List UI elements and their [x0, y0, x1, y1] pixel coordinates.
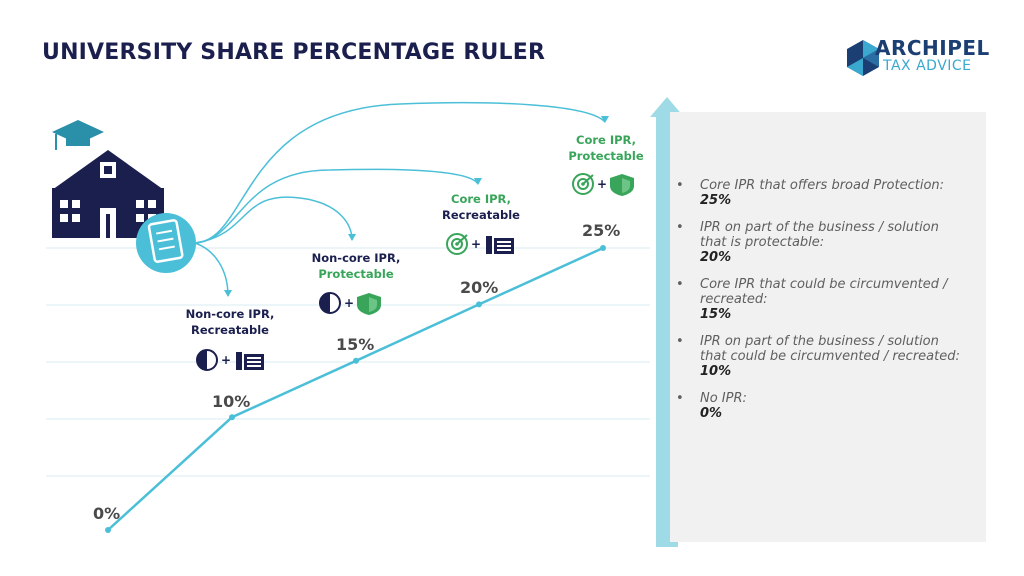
page-title: UNIVERSITY SHARE PERCENTAGE RULER: [42, 40, 546, 65]
curved-arrow-3: [194, 101, 606, 244]
logo-text-secondary: TAX ADVICE: [883, 58, 972, 74]
value-label-20: 20%: [460, 278, 499, 297]
arrow-head-1: [348, 234, 356, 241]
annotation-noncore-protectable: Non-core IPR, Protectable: [311, 251, 401, 281]
arrow-head-3: [601, 116, 609, 123]
curved-arrow-1: [194, 196, 353, 244]
value-label-10: 10%: [212, 392, 251, 411]
graduation-cap-icon: [52, 120, 104, 150]
icon-group-noncore-recreatable: +: [196, 349, 264, 371]
curved-arrow-2: [194, 168, 479, 244]
arrow-head-0: [224, 290, 232, 297]
data-point-0: [105, 527, 111, 533]
shield-icon: [357, 293, 381, 315]
icon-group-noncore-protectable: +: [319, 292, 381, 315]
legend-item: Core IPR that offers broad Protection:25…: [676, 178, 966, 208]
logo-text-primary: ARCHIPEL: [875, 36, 990, 60]
legend-item: IPR on part of the business / solution t…: [676, 220, 966, 265]
annotation-core-recreatable: Core IPR, Recreatable: [442, 192, 520, 222]
legend-item: Core IPR that could be circumvented / re…: [676, 277, 966, 322]
legend-item: IPR on part of the business / solution t…: [676, 334, 966, 379]
plus-sign: +: [597, 177, 607, 191]
half-circle-icon: [319, 292, 341, 314]
plus-sign: +: [471, 237, 481, 251]
annotation-noncore-recreatable: Non-core IPR, Recreatable: [185, 307, 275, 337]
logo-hexagon-icon: [847, 40, 879, 76]
icon-group-core-protectable: +: [572, 173, 634, 196]
data-point-2: [353, 357, 359, 364]
half-circle-icon: [196, 349, 218, 371]
university-building-icon: [52, 150, 164, 238]
arrow-head-2: [474, 178, 482, 185]
cabinet-icon: [236, 352, 264, 370]
data-point-1: [229, 414, 235, 421]
annotation-core-protectable: Core IPR, Protectable: [568, 133, 644, 163]
data-point-3: [476, 301, 482, 308]
target-icon: [446, 233, 468, 255]
chart-grid: [46, 247, 650, 477]
curved-arrow-0: [194, 242, 229, 297]
curved-arrows: [194, 101, 609, 297]
shield-icon: [610, 174, 634, 196]
data-point-4: [600, 245, 606, 251]
legend-panel: Core IPR that offers broad Protection:25…: [670, 112, 986, 542]
legend-item: No IPR:0%: [676, 391, 966, 421]
value-label-15: 15%: [336, 335, 375, 354]
cabinet-icon: [486, 236, 514, 254]
plus-sign: +: [344, 296, 354, 310]
plus-sign: +: [221, 353, 231, 367]
value-label-25: 25%: [582, 221, 621, 240]
data-points: [105, 245, 606, 533]
target-icon: [572, 173, 594, 195]
icon-group-core-recreatable: +: [446, 233, 514, 255]
value-label-0: 0%: [93, 504, 121, 523]
archipel-logo: ARCHIPEL TAX ADVICE: [845, 36, 995, 80]
checklist-icon: [136, 213, 196, 273]
